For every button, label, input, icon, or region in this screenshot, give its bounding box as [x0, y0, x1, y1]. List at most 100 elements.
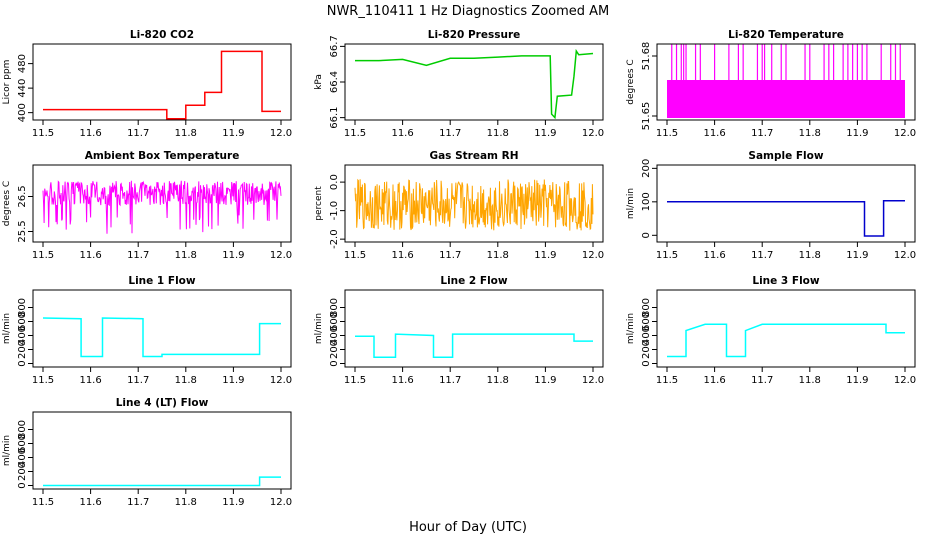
x-tick-label: 11.5 — [656, 128, 678, 139]
y-axis-label: ml/min — [2, 435, 12, 466]
x-tick-label: 11.8 — [175, 128, 197, 139]
y-tick-label: 0 — [641, 360, 652, 366]
panel-title: Line 1 Flow — [128, 275, 195, 287]
y-tick-label: 600 — [17, 434, 28, 453]
x-tick-label: 12.0 — [582, 250, 604, 261]
x-tick-label: 11.8 — [175, 497, 197, 508]
y-tick-label: 800 — [17, 420, 28, 439]
y-tick-label: 400 — [329, 326, 340, 345]
x-tick-label: 11.9 — [534, 128, 556, 139]
x-tick-label: 11.7 — [439, 128, 461, 139]
panel-9: Line 3 Flow 11.5 11.6 11.7 11.8 11.9 12.0 02004… — [626, 275, 916, 386]
y-tick-label: 400 — [17, 103, 28, 122]
x-tick-label: 11.8 — [487, 375, 509, 386]
y-axis-label: kPa — [314, 74, 324, 90]
plot-frame — [344, 164, 604, 243]
x-tick-label: 11.7 — [751, 250, 773, 261]
panel-title: Li-820 CO2 — [130, 29, 194, 41]
x-tick-label: 11.5 — [344, 128, 366, 139]
y-tick-label: 26.5 — [17, 185, 28, 207]
x-tick-label: 11.6 — [391, 250, 413, 261]
series-line — [355, 333, 593, 358]
plot-area — [355, 48, 594, 120]
x-tick-label: 11.8 — [799, 375, 821, 386]
x-tick-label: 11.7 — [439, 375, 461, 386]
x-tick-label: 11.6 — [79, 250, 101, 261]
x-tick-label: 11.9 — [846, 128, 868, 139]
plot-area — [42, 317, 281, 358]
y-axis-label: degrees C — [2, 181, 12, 226]
y-tick-label: 25.5 — [17, 220, 28, 242]
y-tick-label: 51.68 — [641, 42, 652, 71]
panel-3: Li-820 Temperature 11.5 11.6 11.7 11.8 11.9 12… — [626, 29, 916, 139]
plot-frame — [344, 289, 604, 368]
x-tick-label: 12.0 — [894, 128, 916, 139]
panel-title: Li-820 Temperature — [728, 29, 844, 41]
x-tick-label: 11.5 — [656, 250, 678, 261]
x-tick-label: 11.6 — [79, 375, 101, 386]
x-tick-label: 11.9 — [222, 497, 244, 508]
x-tick-label: 12.0 — [582, 128, 604, 139]
x-tick-label: 11.5 — [656, 375, 678, 386]
x-tick-label: 12.0 — [270, 497, 292, 508]
series-line — [355, 48, 594, 120]
x-tick-label: 11.7 — [127, 128, 149, 139]
series-line — [667, 200, 905, 237]
plot-frame — [344, 43, 604, 121]
panel-title: Line 4 (LT) Flow — [116, 397, 209, 409]
x-tick-label: 11.6 — [79, 497, 101, 508]
panel-10: Line 4 (LT) Flow 11.5 11.6 11.7 11.8 11.9 12.0… — [2, 397, 292, 508]
x-tick-label: 11.5 — [344, 375, 366, 386]
panel-title: Li-820 Pressure — [428, 29, 521, 41]
temperature-band — [667, 80, 905, 118]
x-tick-label: 11.8 — [799, 250, 821, 261]
panel-title: Gas Stream RH — [429, 150, 518, 162]
x-tick-label: 11.5 — [32, 497, 54, 508]
x-tick-label: 11.7 — [439, 250, 461, 261]
x-tick-label: 11.6 — [703, 375, 725, 386]
plot-frame — [656, 164, 916, 243]
y-tick-label: 600 — [17, 312, 28, 331]
y-tick-label: 200 — [641, 340, 652, 359]
panel-1: Li-820 CO2 11.5 11.6 11.7 11.8 11.9 12.0 400 440… — [2, 29, 292, 139]
x-tick-label: 12.0 — [582, 375, 604, 386]
panel-7: Line 1 Flow 11.5 11.6 11.7 11.8 11.9 12.0 02004… — [2, 275, 292, 386]
plot-frame — [32, 164, 292, 243]
x-tick-label: 11.9 — [534, 250, 556, 261]
x-tick-label: 11.8 — [487, 250, 509, 261]
x-tick-label: 12.0 — [270, 128, 292, 139]
panel-title: Line 3 Flow — [752, 275, 819, 287]
y-tick-label: 0 — [17, 360, 28, 366]
x-tick-label: 11.7 — [751, 375, 773, 386]
y-tick-label: 66.1 — [329, 106, 340, 128]
plot-area — [667, 200, 905, 237]
y-axis-label: ml/min — [2, 313, 12, 344]
y-tick-label: 66.7 — [329, 35, 340, 57]
x-tick-label: 11.9 — [222, 250, 244, 261]
y-tick-label: 0.0 — [329, 174, 340, 190]
x-tick-label: 11.7 — [127, 250, 149, 261]
y-tick-label: 51.65 — [641, 102, 652, 131]
x-tick-label: 11.8 — [487, 128, 509, 139]
series-line — [354, 178, 594, 231]
y-axis-label: degrees C — [626, 59, 636, 104]
y-tick-label: 600 — [329, 312, 340, 331]
plot-frame — [32, 411, 292, 490]
series-line — [43, 476, 281, 487]
y-tick-label: 100 — [641, 192, 652, 211]
x-tick-label: 11.6 — [391, 375, 413, 386]
figure-title: NWR_110411 1 Hz Diagnostics Zoomed AM — [327, 4, 610, 19]
y-tick-label: 480 — [17, 54, 28, 73]
x-tick-label: 12.0 — [270, 375, 292, 386]
x-tick-label: 11.5 — [32, 250, 54, 261]
y-tick-label: 400 — [17, 448, 28, 467]
plot-frame — [656, 289, 916, 368]
panel-title: Sample Flow — [748, 150, 823, 162]
plot-frame — [656, 43, 916, 121]
y-axis-label: Licor ppm — [2, 60, 12, 105]
x-tick-label: 11.5 — [32, 375, 54, 386]
plot-area — [354, 178, 594, 231]
x-tick-label: 11.6 — [391, 128, 413, 139]
panel-6: Sample Flow 11.5 11.6 11.7 11.8 11.9 12.0 0 100 2… — [626, 150, 916, 261]
